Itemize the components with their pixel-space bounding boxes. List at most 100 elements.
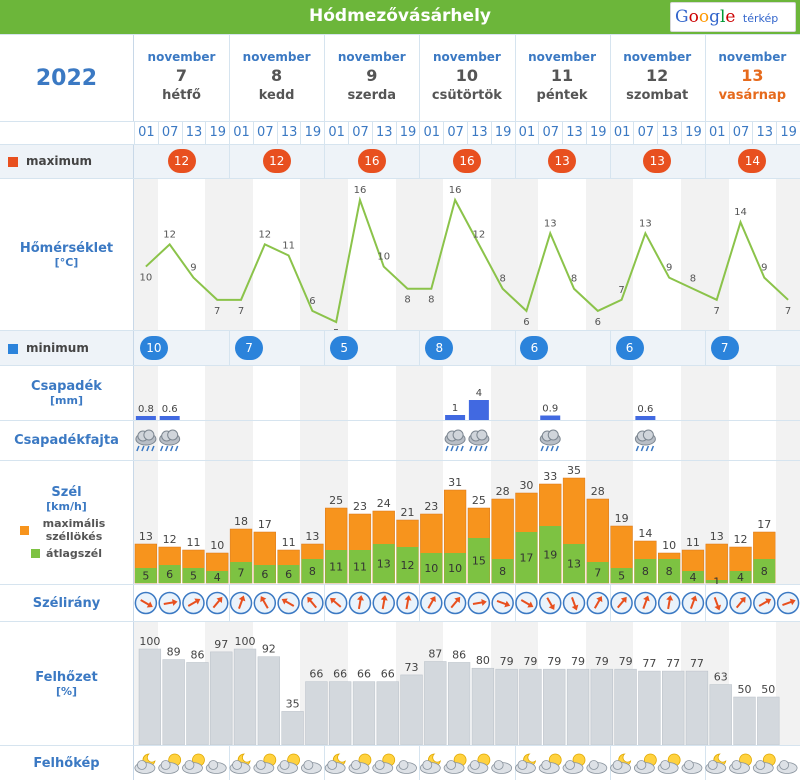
day-separator <box>324 145 326 178</box>
hours-row: 01 07 13 19 01 07 13 19 01 07 13 19 01 07 13 19 01 07 13 19… <box>0 121 800 144</box>
cloud-row: Felhőzet [%] 100 89 86 97 100 92 35 66 66 66 66 73 8… <box>0 621 800 746</box>
cloud-weather-icon <box>229 753 251 774</box>
max-temp-bubble: 13 <box>548 149 577 173</box>
min-row: minimum 10 7 5 8 6 6 7 <box>0 330 800 365</box>
wind-direction-arrow-icon <box>467 591 491 615</box>
wind-direction-arrow-icon <box>586 591 610 615</box>
cloud-bar <box>685 670 709 746</box>
day-separator <box>514 746 516 780</box>
max-label: maximum <box>0 145 134 178</box>
wind-gust-label: 30 <box>519 479 533 492</box>
wind-avg-label: 4 <box>214 571 221 584</box>
hour-label: 07 <box>252 122 277 144</box>
cloud-value-label: 66 <box>333 668 347 681</box>
cloud-bar <box>543 668 566 746</box>
wind-gust-label: 28 <box>591 485 605 498</box>
day-separator <box>419 35 421 121</box>
max-temp-bubble: 12 <box>262 149 291 173</box>
min-temp-bubble: 7 <box>235 336 264 360</box>
cloud-value-label: 92 <box>262 643 276 656</box>
cloud-bar <box>757 696 780 746</box>
cloud-bar <box>400 674 423 746</box>
cloud-value-label: 73 <box>405 661 419 674</box>
night-shade <box>776 366 800 420</box>
night-shade <box>134 366 158 420</box>
night-shade <box>205 421 253 460</box>
cloud-bar <box>495 668 518 746</box>
wind-direction-arrow-icon <box>753 591 776 615</box>
cloud-weather-icon <box>491 760 513 774</box>
wind-avg-bar <box>420 553 443 583</box>
cloud-value-label: 79 <box>547 655 561 668</box>
precip-type-label: Csapadékfajta <box>0 421 134 460</box>
wind-row: Szél [km/h] maximális széllökés átlagszé… <box>0 460 800 585</box>
gust-legend: maximális széllökés <box>20 517 113 543</box>
night-shade <box>585 421 634 460</box>
wind-avg-bar <box>325 550 348 583</box>
hour-label: 01 <box>324 122 348 144</box>
wind-avg-label: 4 <box>689 571 696 584</box>
wind-avg-bar <box>277 565 300 583</box>
cloud-value-label: 100 <box>235 635 256 648</box>
cloud-weather-icon <box>657 753 681 774</box>
google-map-button[interactable]: Google térkép <box>670 2 796 32</box>
wind-direction-arrow-icon <box>324 591 348 615</box>
wind-gust-label: 13 <box>710 530 724 543</box>
wind-direction-arrow-icon <box>776 591 800 615</box>
wind-gust-label: 25 <box>329 494 343 507</box>
precip-bar <box>540 415 561 420</box>
wind-avg-bar <box>515 532 538 583</box>
day-day: 9 <box>366 66 378 85</box>
day-separator <box>514 35 516 121</box>
wind-direction-arrow-icon <box>610 591 633 615</box>
wind-avg-label: 7 <box>594 567 601 580</box>
day-separator <box>229 35 231 121</box>
cloud-weather-icon <box>324 753 346 774</box>
day-separator <box>609 331 611 365</box>
cloud-bar <box>471 667 495 746</box>
wind-avg-bar <box>396 547 419 583</box>
day-separator <box>704 145 706 178</box>
cloud-bar <box>638 670 661 746</box>
precip-bar <box>159 416 180 420</box>
cloud-value-label: 77 <box>642 657 656 670</box>
cloud-bar <box>662 670 685 746</box>
cloud-value-label: 50 <box>761 683 775 696</box>
day-separator <box>229 746 231 780</box>
day-header: november 13 vasárnap <box>705 35 800 121</box>
wind-avg-label: 7 <box>238 567 245 580</box>
cloud-bar <box>281 711 304 746</box>
cloud-weather-icon <box>610 753 632 774</box>
cloud-label: Felhőzet [%] <box>0 622 134 745</box>
cloud-weather-icon <box>158 753 182 774</box>
wind-gust-label: 25 <box>472 494 486 507</box>
day-separator <box>324 746 326 780</box>
temperature-row: Hőmérséklet [°C] 10 12 9 7 7 12 11 6 5 16 10 8 8 16 12… <box>0 178 800 331</box>
cloud-weather-icon <box>467 753 491 774</box>
night-shade <box>395 366 444 420</box>
day-month: november <box>432 50 501 64</box>
day-weekday: szerda <box>347 88 397 103</box>
wind-gust-label: 12 <box>734 533 748 546</box>
wind-gust-label: 24 <box>377 497 391 510</box>
day-month: november <box>242 50 311 64</box>
day-month: november <box>337 50 406 64</box>
cloud-weather-icon <box>705 753 727 774</box>
hour-label: 07 <box>728 122 753 144</box>
hour-label: 19 <box>205 122 229 144</box>
day-separator <box>514 585 516 621</box>
cloud-bar <box>162 659 185 746</box>
wind-gust-label: 11 <box>686 536 700 549</box>
wind-direction-arrow-icon <box>491 591 514 615</box>
min-temp-bubble: 8 <box>425 336 454 360</box>
wind-avg-label: 10 <box>448 562 462 575</box>
cloud-bar <box>709 684 732 746</box>
hour-label: 07 <box>538 122 562 144</box>
wind-avg-bar <box>301 559 324 583</box>
wind-direction-arrow-icon <box>705 591 728 615</box>
temperature-point-label: 12 <box>473 229 486 240</box>
wind-avg-bar <box>253 565 276 583</box>
cloud-weather-icon <box>134 753 156 774</box>
cloud-bar <box>590 668 613 746</box>
temperature-point-label: 7 <box>714 306 720 317</box>
